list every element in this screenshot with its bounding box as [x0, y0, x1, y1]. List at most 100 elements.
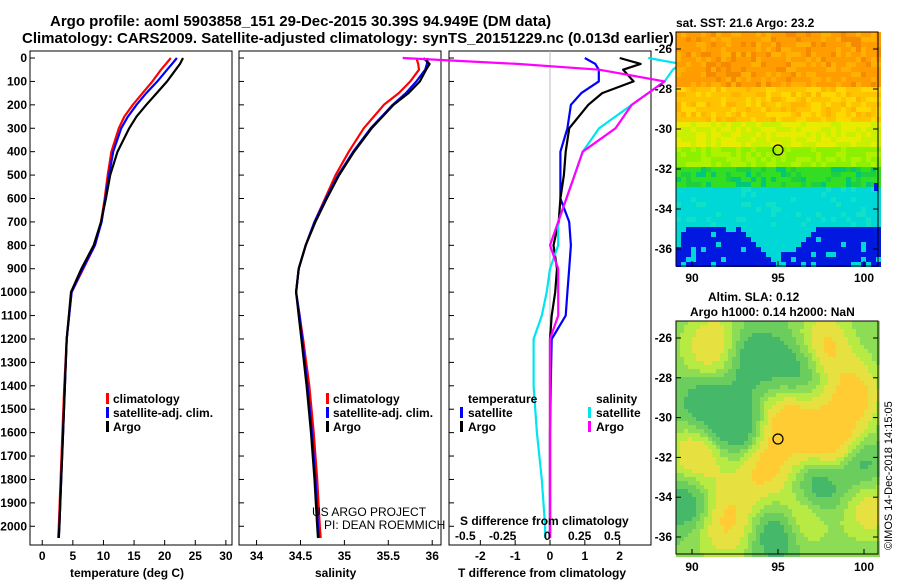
sla-cell: [688, 493, 692, 497]
sst-cell: [731, 137, 736, 142]
sla-cell: [820, 529, 824, 533]
sla-cell: [788, 401, 792, 405]
sst-cell: [821, 237, 826, 242]
sst-cell: [711, 77, 716, 82]
sla-cell: [800, 521, 804, 525]
sla-cell: [844, 473, 848, 477]
sst-cell: [721, 232, 726, 237]
sla-cell: [784, 533, 788, 537]
sla-cell: [776, 393, 780, 397]
sla-cell: [712, 333, 716, 337]
sla-cell: [824, 373, 828, 377]
sla-cell: [848, 501, 852, 505]
sla-cell: [736, 441, 740, 445]
sst-cell: [796, 222, 801, 227]
sst-cell: [806, 152, 811, 157]
sla-cell: [760, 541, 764, 545]
sla-cell: [680, 509, 684, 513]
sst-cell: [776, 77, 781, 82]
sla-cell: [828, 357, 832, 361]
depth-tick-label: 2000: [0, 519, 27, 533]
sla-cell: [760, 537, 764, 541]
sla-cell: [776, 457, 780, 461]
sla-cell: [676, 521, 680, 525]
sst-cell: [716, 227, 721, 232]
sla-cell: [704, 513, 708, 517]
sst-cell: [726, 112, 731, 117]
sst-cell: [681, 207, 686, 212]
sst-cell: [851, 42, 856, 47]
sst-cell: [836, 117, 841, 122]
sla-cell: [704, 417, 708, 421]
sla-cell: [836, 437, 840, 441]
sla-cell: [760, 349, 764, 353]
sla-cell: [836, 321, 840, 325]
sla-cell: [804, 461, 808, 465]
sst-cell: [861, 232, 866, 237]
sst-cell: [851, 112, 856, 117]
sla-cell: [836, 373, 840, 377]
sst-cell: [696, 92, 701, 97]
sla-cell: [804, 441, 808, 445]
sst-cell: [681, 177, 686, 182]
sla-cell: [680, 321, 684, 325]
sla-cell: [760, 493, 764, 497]
sla-cell: [756, 409, 760, 413]
sla-cell: [820, 393, 824, 397]
sla-cell: [704, 329, 708, 333]
sla-cell: [740, 413, 744, 417]
sst-cell: [781, 247, 786, 252]
sla-cell: [856, 513, 860, 517]
sst-cell: [836, 82, 841, 87]
sla-cell: [736, 501, 740, 505]
sla-cell: [808, 525, 812, 529]
sst-cell: [686, 217, 691, 222]
sst-cell: [821, 207, 826, 212]
sla-cell: [808, 333, 812, 337]
sla-cell: [828, 461, 832, 465]
sst-cell: [791, 102, 796, 107]
sla-cell: [816, 341, 820, 345]
sst-cell: [806, 87, 811, 92]
sla-cell: [696, 345, 700, 349]
sst-cell: [731, 187, 736, 192]
sla-cell: [816, 477, 820, 481]
sla-cell: [748, 349, 752, 353]
sst-cell: [791, 257, 796, 262]
sla-cell: [856, 457, 860, 461]
sst-cell: [696, 167, 701, 172]
sst-cell: [861, 247, 866, 252]
sla-cell: [676, 333, 680, 337]
sla-cell: [872, 517, 876, 521]
sla-cell: [704, 437, 708, 441]
sst-cell: [701, 147, 706, 152]
sst-cell: [851, 197, 856, 202]
sla-cell: [736, 497, 740, 501]
sla-cell: [700, 321, 704, 325]
sla-cell: [872, 533, 876, 537]
sla-cell: [792, 445, 796, 449]
sla-cell: [732, 357, 736, 361]
sla-cell: [764, 405, 768, 409]
sst-cell: [836, 207, 841, 212]
sst-cell: [731, 132, 736, 137]
sst-cell: [796, 247, 801, 252]
sla-cell: [788, 485, 792, 489]
sla-cell: [844, 429, 848, 433]
sla-cell: [700, 465, 704, 469]
sst-cell: [771, 142, 776, 147]
sla-cell: [784, 345, 788, 349]
sla-cell: [680, 397, 684, 401]
sla-cell: [764, 465, 768, 469]
sst-cell: [776, 92, 781, 97]
sla-cell: [688, 517, 692, 521]
sla-cell: [808, 469, 812, 473]
sla-cell: [796, 481, 800, 485]
sla-cell: [708, 445, 712, 449]
sst-cell: [746, 152, 751, 157]
sla-cell: [844, 325, 848, 329]
sst-cell: [706, 67, 711, 72]
sla-cell: [756, 345, 760, 349]
sst-cell: [821, 87, 826, 92]
sst-cell: [756, 57, 761, 62]
